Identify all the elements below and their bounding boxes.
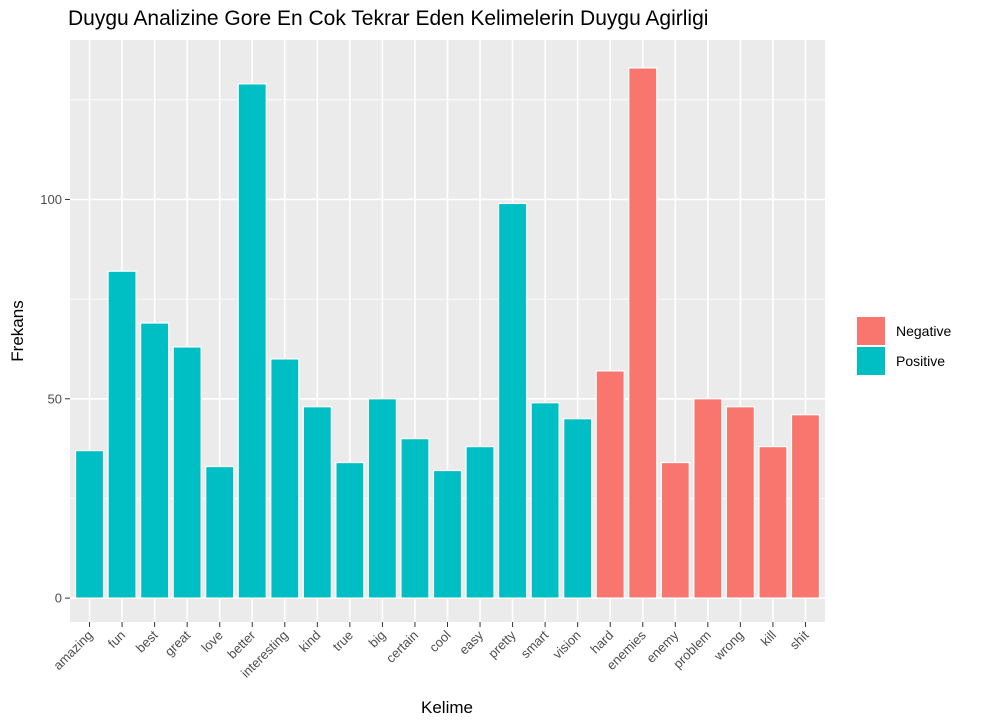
legend-label-positive: Positive [896, 353, 945, 369]
x-tick-label: cool [426, 627, 454, 655]
x-tick-label: true [330, 628, 356, 654]
x-tick-label: love [198, 628, 225, 655]
x-axis: amazing fun best great lovebetterinteresting… [50, 622, 812, 681]
bar-shit [790, 414, 821, 599]
bar-big [367, 398, 398, 599]
bar-enemy [660, 461, 690, 599]
bar-enemies [628, 67, 658, 599]
bar-problem [693, 398, 723, 599]
bar-true [335, 461, 365, 599]
x-tick-label: kill [758, 627, 779, 648]
x-tick-label: pretty [485, 627, 519, 661]
y-axis: 0 50 100 [40, 192, 70, 606]
bar-certain [400, 438, 430, 599]
x-axis-title: Kelime [421, 698, 473, 717]
x-tick-label: fun [105, 628, 128, 651]
y-tick-label: 50 [48, 391, 62, 406]
bar-vision [563, 418, 593, 599]
chart-title: Duygu Analizine Gore En Cok Tekrar Eden … [68, 7, 708, 30]
bar-best [140, 322, 170, 599]
x-tick-label: hard [587, 628, 616, 657]
x-tick-label: kind [296, 628, 323, 655]
legend: Negative Positive [857, 317, 951, 375]
bar-cool [432, 469, 463, 599]
x-tick-label: easy [456, 627, 486, 657]
y-axis-title: Frekans [8, 300, 27, 361]
legend-label-negative: Negative [896, 323, 951, 339]
bar-hard [595, 370, 625, 599]
bar-smart [530, 402, 560, 599]
bar-kill [758, 446, 788, 599]
x-tick-label: great [162, 627, 194, 659]
bar-kind [302, 406, 332, 599]
bar-pretty [497, 202, 528, 599]
x-tick-label: amazing [50, 628, 95, 673]
legend-key-negative [857, 317, 885, 345]
x-tick-label: vision [550, 628, 584, 662]
legend-key-positive [857, 347, 885, 375]
x-tick-label: big [366, 628, 389, 651]
bar-wrong [725, 406, 755, 599]
y-tick-label: 100 [40, 192, 62, 207]
bar-better [237, 83, 267, 599]
x-tick-label: shit [787, 627, 812, 652]
x-tick-label: best [133, 627, 161, 655]
y-tick-label: 0 [55, 591, 62, 606]
bars [74, 67, 821, 599]
bar-love [205, 465, 235, 599]
x-tick-label: wrong [710, 628, 746, 664]
x-tick-label: smart [518, 627, 552, 661]
bar-great [172, 346, 202, 599]
bar-interesting [270, 358, 300, 599]
bar-amazing [74, 449, 105, 599]
bar-fun [107, 270, 137, 599]
bar-easy [465, 446, 495, 599]
x-tick-label: certain [383, 628, 421, 666]
